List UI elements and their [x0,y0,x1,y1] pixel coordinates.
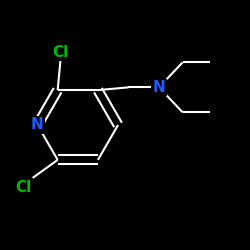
Text: Cl: Cl [15,180,31,195]
Text: N: N [153,80,166,95]
Text: N: N [31,118,44,132]
Text: Cl: Cl [52,45,68,60]
